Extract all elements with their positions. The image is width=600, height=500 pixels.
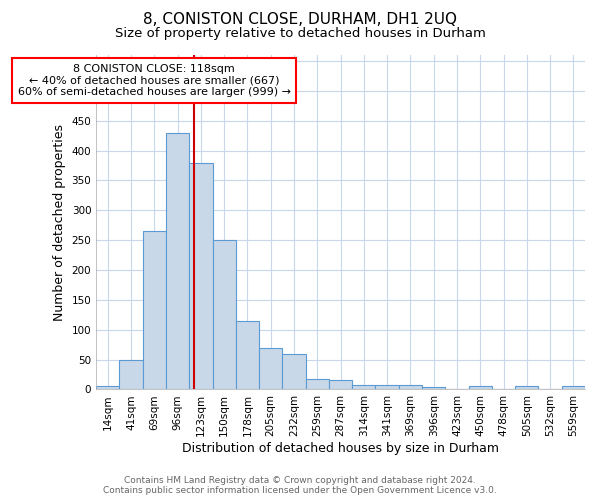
Bar	[515, 386, 538, 390]
Bar	[305, 380, 329, 390]
Text: Size of property relative to detached houses in Durham: Size of property relative to detached ho…	[115, 28, 485, 40]
Bar	[376, 384, 399, 390]
Bar	[96, 386, 119, 390]
Y-axis label: Number of detached properties: Number of detached properties	[53, 124, 66, 320]
Bar	[469, 386, 492, 390]
Bar	[422, 387, 445, 390]
Bar	[399, 386, 422, 390]
Bar	[143, 231, 166, 390]
Bar	[189, 162, 212, 390]
Bar	[212, 240, 236, 390]
Bar	[562, 386, 585, 390]
Bar	[259, 348, 283, 390]
Bar	[283, 354, 305, 390]
Bar	[119, 360, 143, 390]
Text: 8, CONISTON CLOSE, DURHAM, DH1 2UQ: 8, CONISTON CLOSE, DURHAM, DH1 2UQ	[143, 12, 457, 28]
Bar	[166, 132, 189, 390]
X-axis label: Distribution of detached houses by size in Durham: Distribution of detached houses by size …	[182, 442, 499, 455]
Bar	[352, 384, 376, 390]
Bar	[329, 380, 352, 390]
Text: 8 CONISTON CLOSE: 118sqm
← 40% of detached houses are smaller (667)
60% of semi-: 8 CONISTON CLOSE: 118sqm ← 40% of detach…	[18, 64, 291, 97]
Bar	[236, 321, 259, 390]
Text: Contains HM Land Registry data © Crown copyright and database right 2024.
Contai: Contains HM Land Registry data © Crown c…	[103, 476, 497, 495]
